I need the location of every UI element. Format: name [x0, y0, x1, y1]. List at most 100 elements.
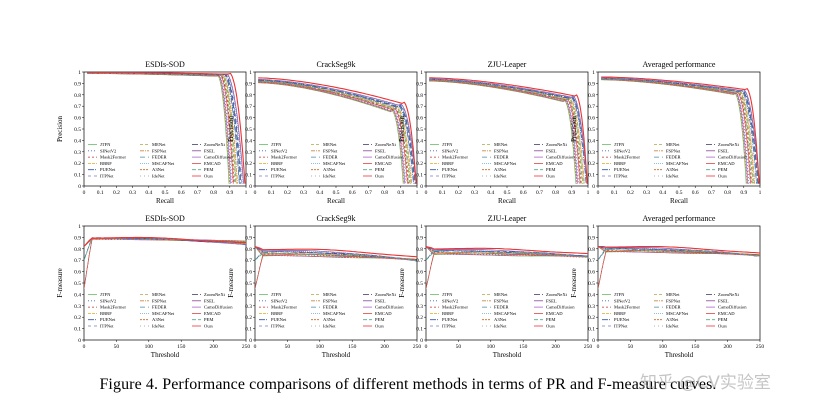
- series-line-sinetv2: [601, 79, 750, 184]
- x-tick-label: 0.4: [316, 190, 323, 196]
- legend-label: FEDER: [152, 155, 167, 160]
- x-tick-label: 0.4: [487, 190, 494, 196]
- legend-label: SINetV2: [271, 298, 288, 303]
- legend-label: Ours: [718, 174, 727, 179]
- x-tick-label: 100: [487, 344, 496, 350]
- x-tick-label: 0.6: [178, 190, 185, 196]
- figure-caption: Figure 4. Performance comparisons of dif…: [99, 376, 717, 393]
- chart-title: CrackSeg9k: [316, 214, 355, 223]
- legend-label: MSCAFNet: [323, 161, 346, 166]
- y-tick-label: 0.5: [74, 127, 81, 133]
- series-line-mask2former: [255, 253, 417, 289]
- series-line-idenet: [598, 250, 760, 289]
- y-tick-label: 0: [420, 184, 423, 190]
- chart-title: ESDIs-SOD: [145, 60, 185, 69]
- x-tick-label: 0.7: [194, 190, 201, 196]
- legend-label: ITPNet: [442, 174, 456, 179]
- series-line-mask2former: [598, 249, 760, 289]
- legend-label: MSCAFNet: [152, 161, 175, 166]
- series-line-ours: [87, 72, 246, 184]
- x-tick-label: 0.8: [210, 190, 217, 196]
- series-line-mask2former: [258, 81, 409, 184]
- y-tick-label: 0.7: [588, 258, 595, 264]
- y-tick-label: 0.8: [588, 93, 595, 99]
- legend-label: JTFN: [614, 142, 625, 147]
- chart-title: Averaged performance: [643, 214, 716, 223]
- chart-title: Averaged performance: [643, 60, 716, 69]
- y-tick-label: 0.2: [588, 315, 595, 321]
- y-tick-label: 0.4: [74, 292, 81, 298]
- y-tick-label: 0.2: [588, 161, 595, 167]
- y-tick-label: 1: [78, 224, 81, 230]
- legend-label: A3Net: [323, 317, 336, 322]
- legend-label: MENet: [666, 142, 680, 147]
- y-tick-label: 1: [420, 224, 423, 230]
- y-tick-label: 1: [592, 70, 595, 76]
- y-tick-label: 0.7: [588, 104, 595, 110]
- y-tick-label: 0.2: [416, 161, 423, 167]
- legend-label: A3Net: [152, 317, 165, 322]
- y-tick-label: 0: [249, 184, 252, 190]
- series-line-emcad: [258, 81, 408, 184]
- x-tick-label: 0.8: [552, 190, 559, 196]
- legend-label: PUENet: [442, 167, 458, 172]
- x-tick-label: 50: [285, 344, 291, 350]
- legend-label: MSCAFNet: [666, 161, 689, 166]
- x-tick-label: 0: [254, 190, 257, 196]
- legend-label: A3Net: [152, 167, 165, 172]
- series-line-puenet: [87, 72, 240, 184]
- series-line-idenet: [255, 254, 417, 289]
- series-line-idenet: [84, 238, 246, 289]
- legend-label: MENet: [666, 292, 680, 297]
- legend-label: FSPNet: [152, 148, 167, 153]
- series-group: [429, 77, 588, 184]
- legend-label: Ours: [204, 174, 213, 179]
- y-tick-label: 0.1: [245, 173, 252, 179]
- x-tick-label: 0.3: [643, 190, 650, 196]
- x-tick-label: 0.5: [333, 190, 340, 196]
- legend-label: IdeNet: [494, 324, 507, 329]
- legend-label: ITPNet: [614, 324, 628, 329]
- y-tick-label: 0.4: [588, 292, 595, 298]
- series-line-pem: [258, 80, 411, 184]
- x-tick-label: 150: [348, 344, 357, 350]
- legend-label: PUENet: [100, 317, 116, 322]
- y-tick-label: 0.3: [74, 304, 81, 310]
- y-tick-label: 1: [249, 70, 252, 76]
- legend-label: FEDER: [494, 155, 509, 160]
- series-line-menet: [598, 249, 760, 289]
- legend-label: BBRF: [614, 311, 626, 316]
- x-tick-label: 0: [254, 344, 257, 350]
- legend-label: FEDER: [152, 305, 167, 310]
- legend-label: MSCAFNet: [494, 311, 517, 316]
- x-tick-label: 0: [83, 344, 86, 350]
- chart-title: ZJU-Leaper: [488, 214, 527, 223]
- legend-label: IdeNet: [152, 174, 165, 179]
- x-axis-label: Recall: [156, 197, 174, 205]
- chart-legend: JTFN MENet ZoomNeXt SINetV2 FSPNet FSEL Mask2F…: [602, 142, 747, 179]
- series-line-zoomnext: [258, 79, 416, 184]
- y-tick-label: 0.7: [416, 258, 423, 264]
- x-tick-label: 200: [723, 344, 732, 350]
- legend-label: FEDER: [323, 155, 338, 160]
- legend-label: Ours: [375, 324, 384, 329]
- y-tick-label: 0.9: [245, 235, 252, 241]
- y-tick-label: 0.5: [416, 281, 423, 287]
- series-line-mscafnet: [258, 79, 417, 184]
- x-tick-label: 0.1: [611, 190, 618, 196]
- legend-label: CamoDiffusion: [546, 155, 575, 160]
- x-tick-label: 250: [756, 344, 765, 350]
- legend-label: CamoDiffusion: [204, 305, 233, 310]
- y-tick-label: 1: [592, 224, 595, 230]
- x-tick-label: 0.7: [536, 190, 543, 196]
- legend-label: PUENet: [614, 167, 630, 172]
- legend-label: PEM: [546, 317, 555, 322]
- x-tick-label: 1: [416, 190, 419, 196]
- series-group: [255, 245, 417, 289]
- legend-label: EMCAD: [718, 161, 735, 166]
- y-axis-label: F-measure: [398, 268, 406, 298]
- y-tick-label: 0.1: [588, 327, 595, 333]
- chart-legend: JTFN MENet ZoomNeXt SINetV2 FSPNet FSEL Mask2F…: [259, 142, 404, 179]
- x-tick-label: 0.1: [439, 190, 446, 196]
